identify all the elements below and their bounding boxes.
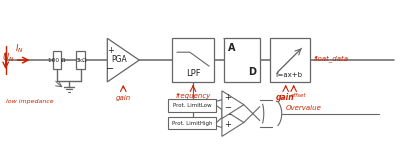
Text: Overvalue: Overvalue bbox=[286, 105, 322, 111]
Text: $U_N$: $U_N$ bbox=[2, 52, 14, 64]
Text: float_data: float_data bbox=[314, 55, 349, 62]
Text: low impedance: low impedance bbox=[6, 99, 53, 104]
Bar bbox=[168, 99, 216, 112]
Text: Prot. LimitLow: Prot. LimitLow bbox=[173, 103, 211, 108]
Polygon shape bbox=[107, 38, 139, 82]
Polygon shape bbox=[222, 91, 244, 119]
Bar bbox=[172, 38, 214, 82]
Text: +: + bbox=[107, 46, 114, 55]
Bar bbox=[270, 38, 310, 82]
Bar bbox=[224, 38, 260, 82]
Text: frequency: frequency bbox=[175, 93, 211, 99]
Text: A: A bbox=[228, 43, 236, 53]
Bar bbox=[76, 51, 85, 69]
Text: 3kΩ: 3kΩ bbox=[75, 58, 87, 63]
Text: −: − bbox=[106, 64, 114, 74]
Text: gain: gain bbox=[275, 93, 294, 102]
Text: Prot. LimitHigh: Prot. LimitHigh bbox=[172, 120, 212, 126]
Text: f=ax+b: f=ax+b bbox=[276, 72, 303, 78]
Text: LPF: LPF bbox=[186, 69, 200, 78]
Bar bbox=[168, 117, 216, 129]
Text: −: − bbox=[224, 103, 231, 112]
Text: 100 Ω: 100 Ω bbox=[48, 58, 66, 63]
Text: +: + bbox=[224, 120, 231, 129]
Text: −: − bbox=[224, 111, 231, 120]
Text: gain: gain bbox=[116, 95, 131, 101]
Bar bbox=[52, 51, 62, 69]
Text: +: + bbox=[224, 93, 231, 102]
Text: offset: offset bbox=[291, 93, 306, 98]
Text: D: D bbox=[248, 67, 256, 77]
Polygon shape bbox=[222, 109, 244, 136]
Text: $I_N$: $I_N$ bbox=[15, 43, 23, 55]
Text: PGA: PGA bbox=[112, 55, 127, 64]
